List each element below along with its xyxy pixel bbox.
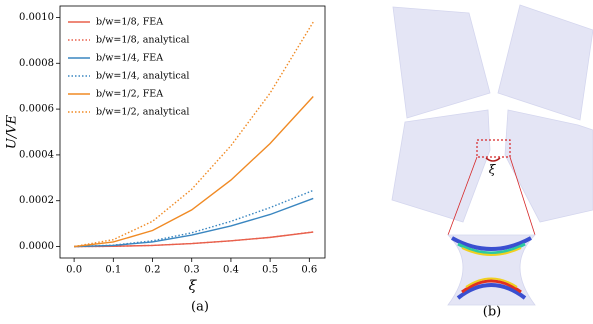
structure-image	[392, 5, 593, 305]
x-tick-label: 0.3	[184, 265, 200, 276]
figure: (a) (b) ξ 0.0000 0.0002 0.0004 0.0006 0.0008…	[0, 0, 593, 320]
panel-shape	[498, 5, 593, 120]
panel-label: (b)	[483, 305, 501, 320]
panel-shape	[393, 7, 490, 118]
x-tick-label: 0.5	[262, 265, 278, 276]
y-axis-label: U/VE	[5, 114, 20, 149]
y-tick-label: 0.0000	[19, 241, 54, 252]
y-tick-label: 0.0010	[19, 12, 54, 23]
panel-shape	[392, 110, 490, 222]
y-tick-label: 0.0002	[19, 195, 54, 206]
x-tick-label: 0.4	[223, 265, 239, 276]
panel-shape	[505, 110, 593, 222]
data-line	[74, 198, 313, 246]
data-line	[74, 96, 313, 246]
annotation: ξ	[489, 163, 497, 177]
y-tick-label: 0.0008	[19, 58, 54, 69]
legend-label: b/w=1/8, analytical	[96, 35, 189, 46]
bracket	[486, 158, 500, 161]
x-tick-label: 0.6	[301, 265, 317, 276]
x-tick-label: 0.0	[66, 265, 82, 276]
legend-label: b/w=1/8, FEA	[96, 17, 163, 28]
legend-label: b/w=1/2, analytical	[96, 107, 189, 118]
panel-label: (a)	[191, 300, 209, 315]
x-tick-label: 0.2	[145, 265, 161, 276]
legend-label: b/w=1/2, FEA	[96, 89, 163, 100]
y-tick-label: 0.0004	[19, 149, 54, 160]
y-tick-label: 0.0006	[19, 104, 54, 115]
x-tick-label: 0.1	[105, 265, 121, 276]
legend-label: b/w=1/4, analytical	[96, 71, 189, 82]
x-axis-label: ξ	[189, 278, 198, 294]
legend-label: b/w=1/4, FEA	[96, 53, 163, 64]
data-line	[74, 190, 313, 246]
